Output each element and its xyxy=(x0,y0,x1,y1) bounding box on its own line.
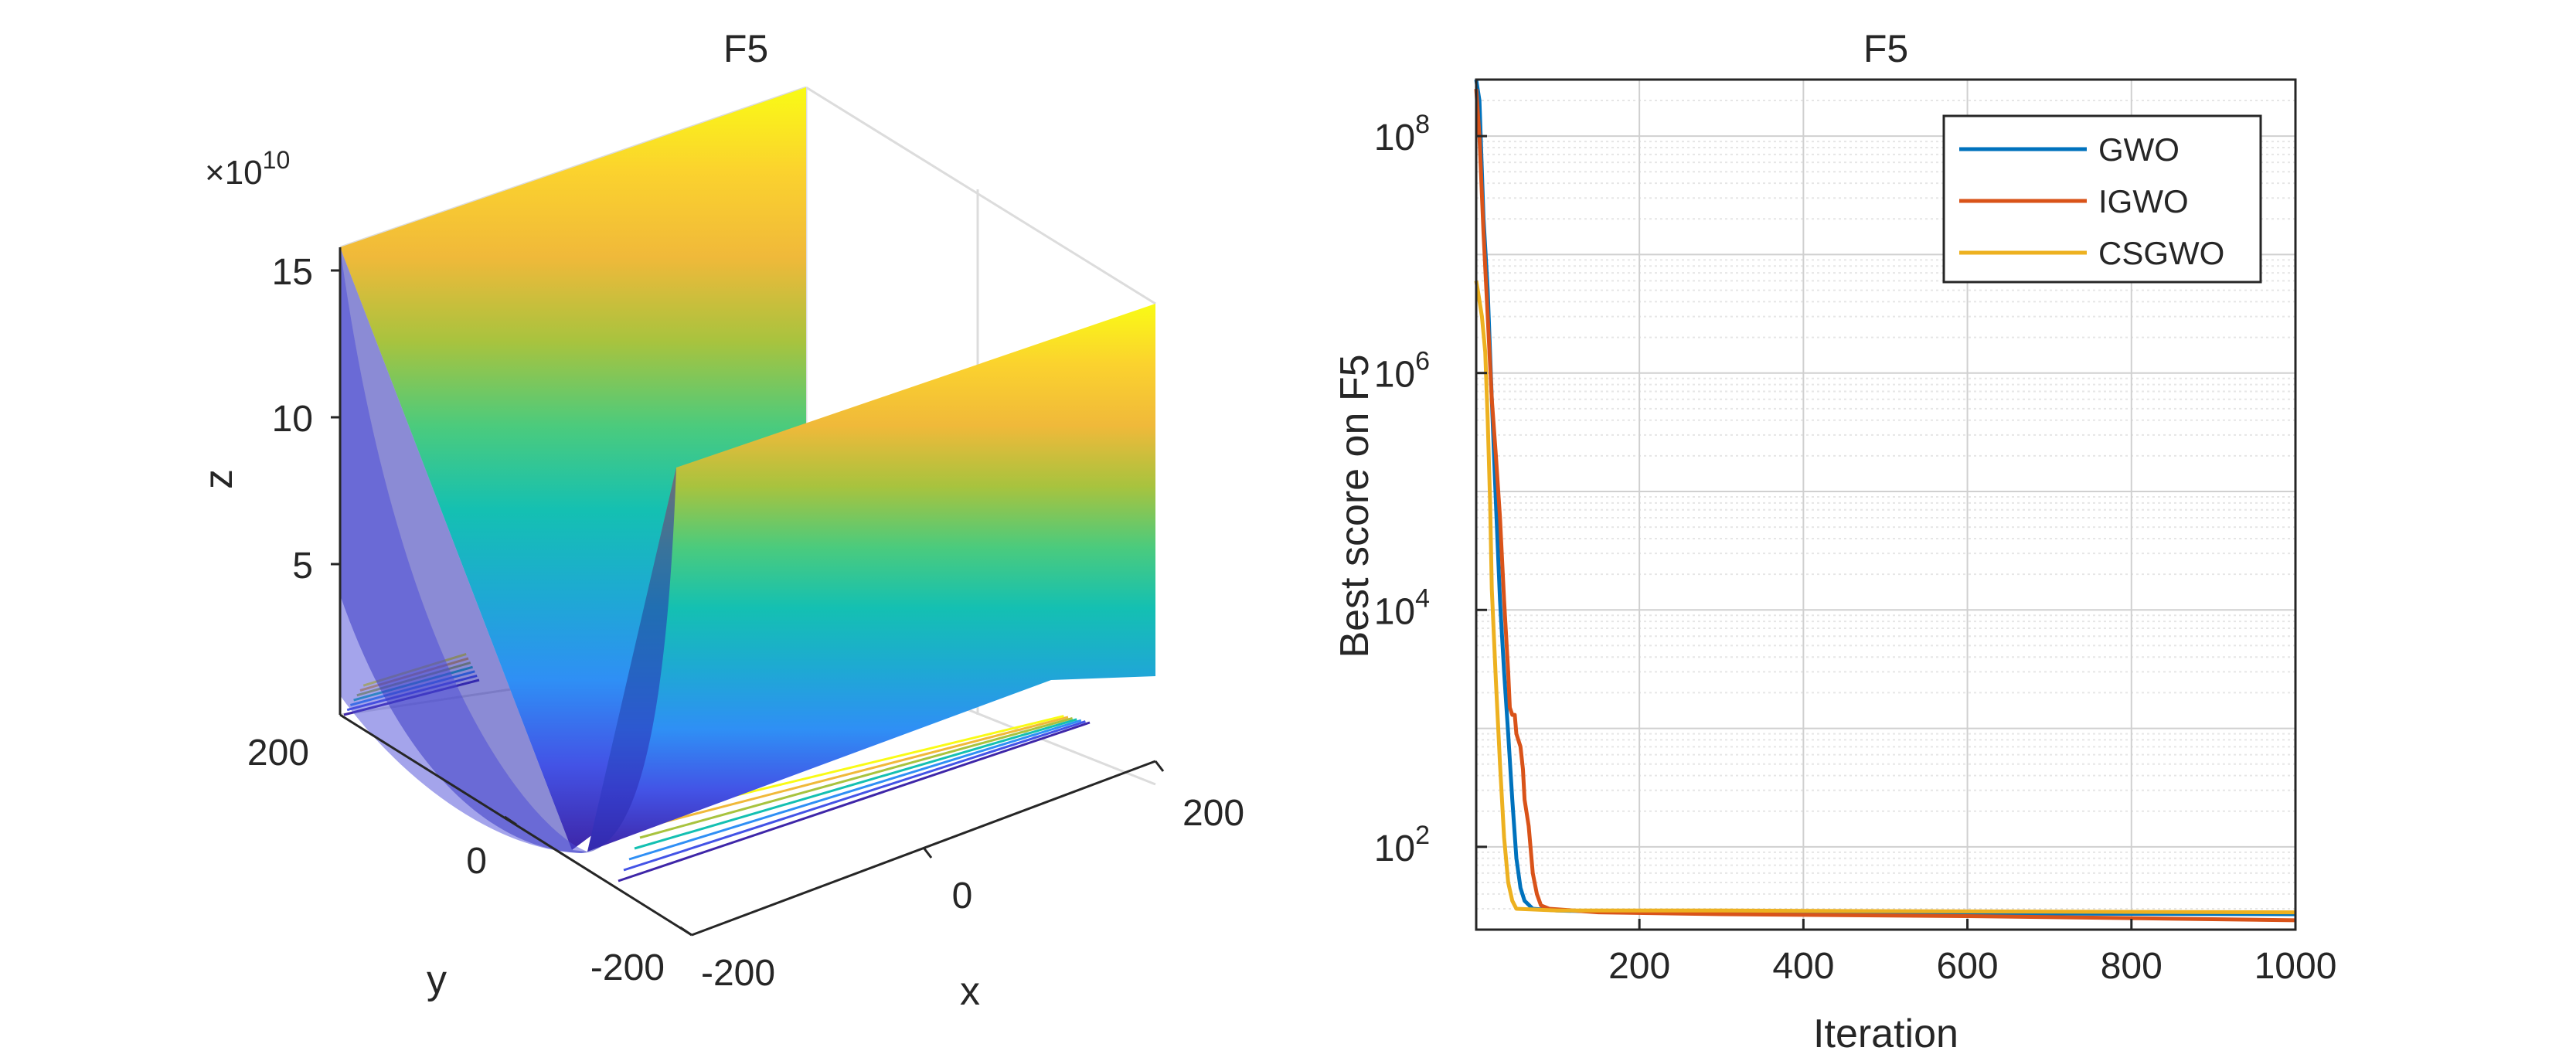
z-exponent-power: 10 xyxy=(263,146,291,174)
x-axis-label: x xyxy=(960,969,980,1014)
surface-front-wall xyxy=(587,304,1155,852)
contour-line-front xyxy=(645,716,1069,828)
y-tick-label: 106 xyxy=(1374,347,1430,396)
z-tick-label-10: 10 xyxy=(272,399,313,440)
x-tick-label: 600 xyxy=(1937,946,1999,987)
x-tick-label: 1000 xyxy=(2254,946,2337,987)
x-tick-200 xyxy=(1154,760,1165,772)
y-tick-label: 102 xyxy=(1374,821,1430,869)
y-tick-label: 108 xyxy=(1374,110,1430,158)
y-tick-label-0: 0 xyxy=(466,841,487,882)
line-title: F5 xyxy=(1863,27,1908,70)
x-tick-label-0: 0 xyxy=(952,876,973,916)
y-tick-label-n200: -200 xyxy=(590,947,665,988)
z-tick-label-5: 5 xyxy=(292,546,313,587)
legend-label-igwo: IGWO xyxy=(2098,183,2189,219)
contour-line-front xyxy=(634,718,1077,850)
line-ticks: 200 400 600 800 1000 102 104 106 108 xyxy=(1374,110,2337,987)
x-axis-label-line: Iteration xyxy=(1813,1012,1958,1056)
series-lines xyxy=(1474,79,2296,923)
surface-plot: F5 xyxy=(196,27,1244,1014)
surface-trough-inner xyxy=(340,247,587,853)
x-tick-label: 200 xyxy=(1608,946,1670,987)
contour-line-front xyxy=(639,716,1073,839)
z-exponent-label: ×1010 xyxy=(205,146,290,192)
surface-title: F5 xyxy=(723,27,768,70)
contour-line-front xyxy=(623,720,1086,872)
x-tick-0 xyxy=(922,847,933,859)
y-tick-label: 104 xyxy=(1374,583,1430,632)
contour-line-front xyxy=(628,719,1082,861)
x-tick-label: 400 xyxy=(1772,946,1834,987)
z-tick-label-15: 15 xyxy=(272,252,313,293)
y-tick-label-200: 200 xyxy=(247,733,309,774)
surface-axes xyxy=(331,247,1165,937)
z-axis-label: z xyxy=(196,469,241,489)
x-tick-label: 800 xyxy=(2101,946,2163,987)
plot-frame xyxy=(1475,78,2297,931)
contour-line-front xyxy=(618,721,1091,882)
y-axis-label-line: Best score on F5 xyxy=(1332,354,1377,658)
y-tick-n200 xyxy=(679,926,692,937)
y-axis-label: y xyxy=(427,957,447,1002)
x-tick-label-n200: -200 xyxy=(701,953,775,994)
x-tick-label-200: 200 xyxy=(1183,793,1244,834)
y-tick-0 xyxy=(504,815,517,826)
legend-label-csgwo: CSGWO xyxy=(2098,235,2224,271)
legend-label-gwo: GWO xyxy=(2098,131,2180,168)
series-line-csgwo xyxy=(1474,280,2296,915)
convergence-plot: F5 200 400 600 800 1000 102 104 106 108 Iteratio… xyxy=(1332,27,2336,1056)
legend: GWO IGWO CSGWO xyxy=(1942,114,2262,284)
back-top-right-edge xyxy=(805,86,1156,305)
line-grid xyxy=(1476,79,2296,930)
